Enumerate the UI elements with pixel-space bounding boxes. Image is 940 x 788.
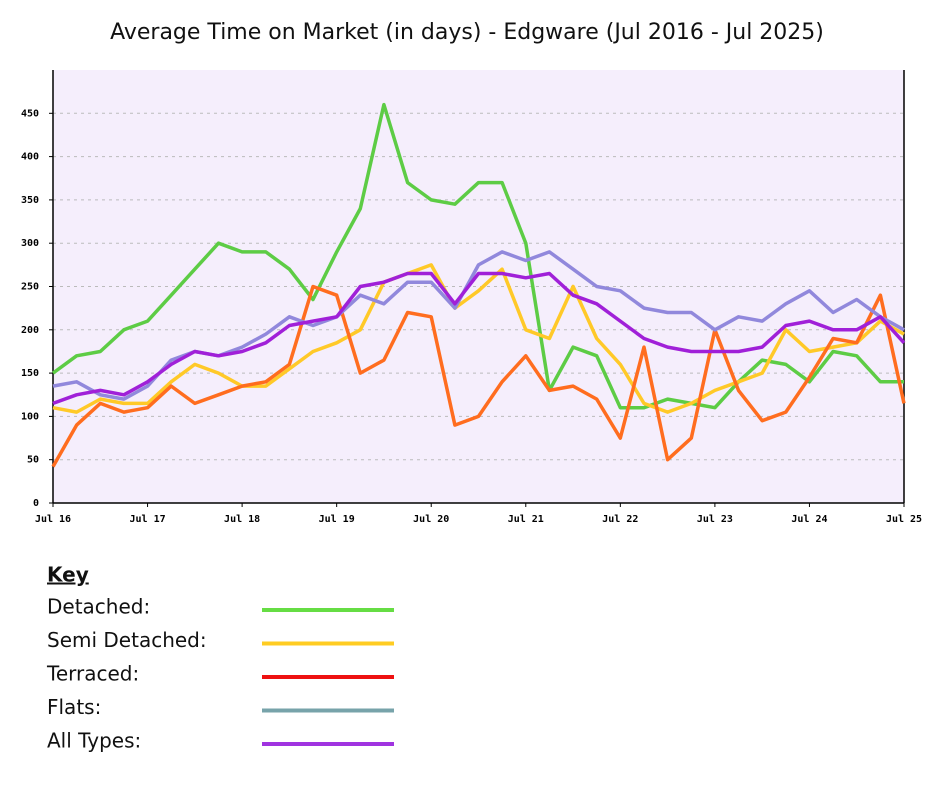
legend-label: Detached: bbox=[47, 595, 150, 619]
y-tick-label: 100 bbox=[21, 411, 39, 422]
series-line bbox=[51, 102, 904, 410]
y-tick-label: 200 bbox=[21, 325, 39, 336]
x-tick-label: Jul 21 bbox=[508, 514, 544, 525]
y-tick-label: 0 bbox=[33, 498, 39, 509]
series-line bbox=[52, 263, 905, 414]
y-tick-label: 300 bbox=[21, 238, 39, 249]
legend-label: Terraced: bbox=[46, 662, 139, 686]
legend-label: Flats: bbox=[47, 695, 101, 719]
series-line bbox=[51, 284, 906, 468]
y-tick-label: 150 bbox=[21, 368, 39, 379]
x-tick-label: Jul 23 bbox=[697, 514, 733, 525]
y-tick-label: 400 bbox=[21, 152, 39, 163]
x-tick-label: Jul 16 bbox=[35, 514, 71, 525]
legend-label: Semi Detached: bbox=[47, 628, 207, 652]
x-tick-label: Jul 18 bbox=[224, 514, 260, 525]
x-tick-label: Jul 25 bbox=[886, 514, 922, 525]
x-tick-label: Jul 17 bbox=[129, 514, 165, 525]
x-tick-label: Jul 22 bbox=[602, 514, 638, 525]
x-tick-label: Jul 19 bbox=[319, 514, 355, 525]
y-tick-label: 50 bbox=[27, 455, 39, 466]
y-tick-label: 450 bbox=[21, 108, 39, 119]
y-tick-label: 350 bbox=[21, 195, 39, 206]
series-line bbox=[52, 271, 906, 406]
legend-title: Key bbox=[47, 563, 89, 587]
legend-label: All Types: bbox=[47, 729, 141, 753]
chart-title: Average Time on Market (in days) - Edgwa… bbox=[110, 20, 824, 45]
x-tick-label: Jul 24 bbox=[791, 514, 827, 525]
y-tick-label: 250 bbox=[21, 282, 39, 293]
x-tick-label: Jul 20 bbox=[413, 514, 449, 525]
